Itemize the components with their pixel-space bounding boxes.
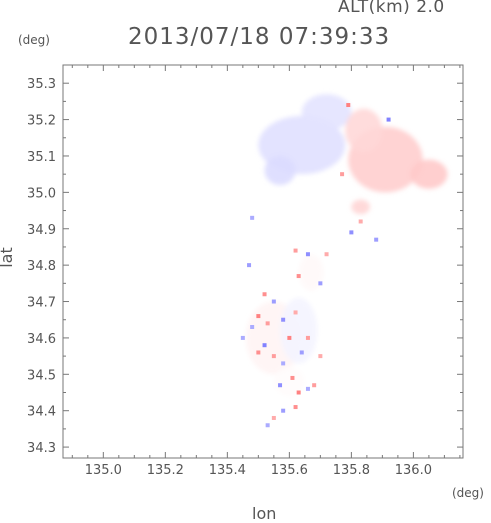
echo-speckle bbox=[386, 117, 391, 122]
echo-speckle bbox=[250, 215, 255, 220]
x-tick-label: 135.0 bbox=[85, 463, 122, 478]
echo-speckle bbox=[256, 314, 261, 319]
echo-speckle bbox=[318, 281, 323, 286]
echo-speckle bbox=[318, 354, 323, 359]
plot-frame bbox=[62, 64, 464, 459]
echo-speckle bbox=[349, 230, 354, 235]
y-tick-label: 34.8 bbox=[27, 259, 56, 274]
y-tick-label: 34.6 bbox=[27, 332, 56, 347]
echo-speckle bbox=[265, 423, 270, 428]
echo-speckle bbox=[293, 248, 298, 253]
x-axis-label: lon bbox=[252, 504, 277, 523]
y-tick-label: 34.7 bbox=[27, 296, 56, 311]
echo-speckle bbox=[340, 172, 345, 177]
echo-speckle bbox=[358, 219, 363, 224]
echo-speckle bbox=[374, 237, 379, 242]
x-tick-label: 135.6 bbox=[271, 463, 308, 478]
echo-blob bbox=[298, 254, 324, 291]
echo-speckle bbox=[287, 335, 292, 340]
y-tick-label: 35.3 bbox=[27, 77, 56, 92]
echo-speckle bbox=[271, 299, 276, 304]
echo-speckle bbox=[305, 386, 310, 391]
echo-speckle bbox=[296, 390, 301, 395]
x-tick-label: 136.0 bbox=[395, 463, 432, 478]
echo-speckle bbox=[293, 405, 298, 410]
y-unit-label: (deg) bbox=[18, 33, 50, 47]
echo-speckle bbox=[305, 252, 310, 257]
x-tick-label: 135.8 bbox=[333, 463, 370, 478]
y-tick-label: 34.5 bbox=[27, 368, 56, 383]
x-unit-label: (deg) bbox=[452, 486, 484, 500]
echo-blob bbox=[280, 297, 318, 364]
datetime-title: 2013/07/18 07:39:33 bbox=[128, 24, 391, 50]
x-axis-ticks: 135.0 135.2 135.4 135.6 135.8 136.0 bbox=[71, 65, 461, 478]
echo-speckle bbox=[281, 317, 286, 322]
echo-speckle bbox=[265, 321, 270, 326]
echo-speckle bbox=[271, 354, 276, 359]
y-tick-label: 34.3 bbox=[27, 441, 56, 456]
echo-field bbox=[245, 94, 448, 397]
y-tick-label: 35.2 bbox=[27, 114, 56, 129]
y-tick-label: 34.4 bbox=[27, 405, 56, 420]
echo-blob bbox=[273, 367, 305, 397]
echo-speckle bbox=[305, 335, 310, 340]
echo-speckle bbox=[247, 263, 252, 268]
echo-speckle bbox=[299, 350, 304, 355]
echo-blob bbox=[264, 155, 296, 186]
echo-speckle bbox=[281, 361, 286, 366]
echo-blob bbox=[351, 199, 370, 215]
echo-speckle bbox=[293, 310, 298, 315]
echo-speckle bbox=[312, 383, 317, 388]
y-tick-label: 35.1 bbox=[27, 150, 56, 165]
echo-speckle bbox=[296, 274, 301, 279]
echo-speckle bbox=[281, 408, 286, 413]
echo-blob bbox=[410, 159, 448, 189]
y-tick-label: 34.9 bbox=[27, 223, 56, 238]
x-tick-label: 135.4 bbox=[209, 463, 246, 478]
echo-blob bbox=[345, 108, 383, 153]
echo-speckle bbox=[256, 350, 261, 355]
echo-blob bbox=[301, 94, 352, 131]
x-tick-label: 135.2 bbox=[147, 463, 184, 478]
echo-speckle bbox=[278, 383, 283, 388]
echo-speckle bbox=[346, 103, 351, 108]
altitude-label: ALT(km) 2.0 bbox=[338, 0, 445, 17]
echo-speckle bbox=[271, 415, 276, 420]
echo-speckle bbox=[240, 335, 245, 340]
y-tick-label: 35.0 bbox=[27, 186, 56, 201]
echo-speckle bbox=[250, 325, 255, 329]
echo-speckle bbox=[324, 252, 329, 257]
y-axis-ticks: 34.3 34.4 34.5 34.6 34.7 34.8 34.9 35.0 35.1 35.2… bbox=[27, 64, 463, 456]
echo-speckle bbox=[290, 375, 295, 380]
echo-speckle bbox=[262, 292, 267, 297]
echo-speckles bbox=[240, 103, 391, 428]
echo-speckle bbox=[262, 343, 267, 348]
